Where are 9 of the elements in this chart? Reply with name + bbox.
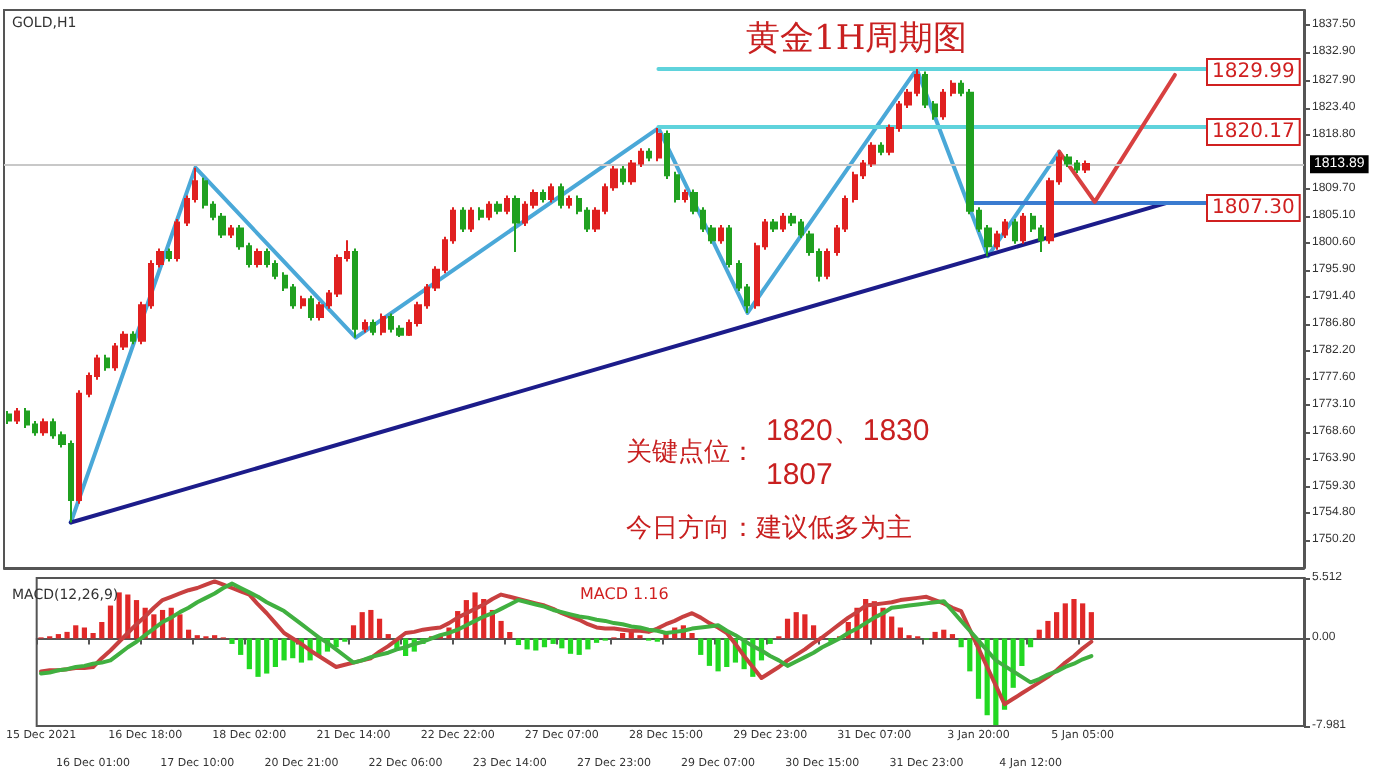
annotation: 1829.99 xyxy=(1212,61,1295,83)
annotation: 1820、1830 xyxy=(766,414,930,448)
annotation: 1820.17 xyxy=(1212,121,1295,143)
annotation: 1807.30 xyxy=(1212,197,1295,219)
annotation: 1807 xyxy=(766,458,833,492)
annotation: 关键点位： xyxy=(626,438,756,468)
chart-title: 黄金1H周期图 xyxy=(746,19,968,59)
annotation: 今日方向：建议低多为主 xyxy=(626,512,912,544)
annotation: MACD 1.16 xyxy=(580,585,669,603)
